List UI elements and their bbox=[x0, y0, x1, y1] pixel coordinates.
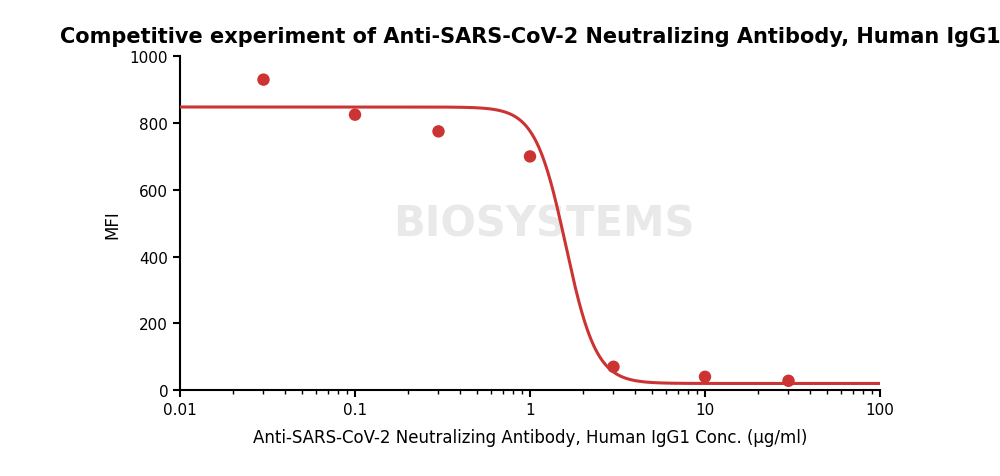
Text: BIOSYSTEMS: BIOSYSTEMS bbox=[393, 203, 695, 245]
Point bbox=[780, 377, 796, 385]
Point bbox=[430, 129, 446, 136]
Point bbox=[697, 373, 713, 381]
Y-axis label: MFI: MFI bbox=[103, 209, 121, 238]
Point bbox=[255, 77, 271, 84]
Point bbox=[347, 112, 363, 119]
X-axis label: Anti-SARS-CoV-2 Neutralizing Antibody, Human IgG1 Conc. (μg/ml): Anti-SARS-CoV-2 Neutralizing Antibody, H… bbox=[253, 428, 807, 446]
Point bbox=[605, 363, 621, 371]
Point bbox=[522, 153, 538, 161]
Title: Competitive experiment of Anti-SARS-CoV-2 Neutralizing Antibody, Human IgG1: Competitive experiment of Anti-SARS-CoV-… bbox=[60, 27, 1000, 47]
